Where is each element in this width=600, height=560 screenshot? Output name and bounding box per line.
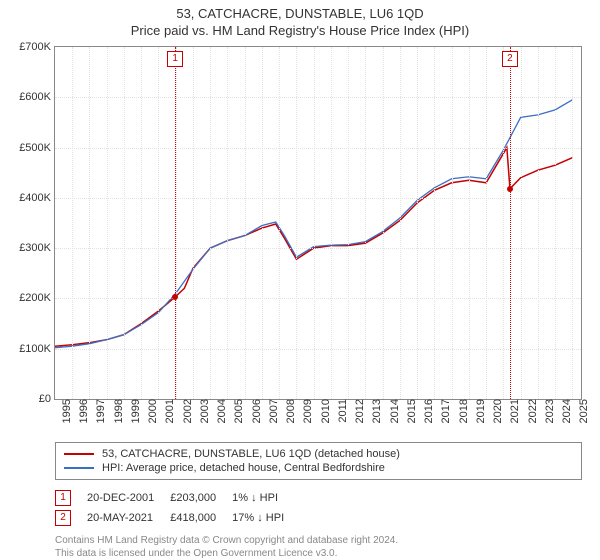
x-axis-label: 2004: [210, 399, 228, 423]
sale-marker-dot: [172, 294, 178, 300]
sales-table: 1 20-DEC-2001£203,0001% ↓ HPI 2 20-MAY-2021…: [55, 488, 300, 528]
x-axis-label: 2021: [503, 399, 521, 423]
x-axis-label: 1997: [89, 399, 107, 423]
sale-delta: 17% ↓ HPI: [232, 508, 300, 528]
x-axis-label: 2003: [193, 399, 211, 423]
legend-label: 53, CATCHACRE, DUNSTABLE, LU6 1QD (detac…: [102, 448, 400, 460]
plot-area: £0£100K£200K£300K£400K£500K£600K£700K199…: [54, 46, 582, 400]
x-axis-label: 2011: [331, 399, 349, 423]
x-axis-label: 2005: [227, 399, 245, 423]
chart-lines: [55, 47, 581, 399]
legend-swatch: [64, 467, 94, 469]
sale-marker-key: 1: [167, 51, 183, 67]
chart: £0£100K£200K£300K£400K£500K£600K£700K199…: [40, 46, 582, 400]
x-axis-label: 2020: [486, 399, 504, 423]
x-axis-label: 2009: [296, 399, 314, 423]
x-axis-label: 1996: [72, 399, 90, 423]
sale-key-icon: 2: [55, 510, 71, 526]
chart-title-address: 53, CATCHACRE, DUNSTABLE, LU6 1QD: [0, 6, 600, 21]
x-axis-label: 2001: [158, 399, 176, 423]
x-axis-label: 2019: [469, 399, 487, 423]
sale-marker-key: 2: [502, 51, 518, 67]
x-axis-label: 1999: [124, 399, 142, 423]
y-axis-label: £500K: [19, 142, 55, 154]
y-axis-label: £200K: [19, 292, 55, 304]
sale-date: 20-MAY-2021: [87, 508, 170, 528]
attribution-footer: Contains HM Land Registry data © Crown c…: [55, 534, 582, 560]
y-axis-label: £300K: [19, 242, 55, 254]
y-axis-label: £100K: [19, 343, 55, 355]
x-axis-label: 2013: [365, 399, 383, 423]
sale-price: £418,000: [170, 508, 232, 528]
footer-line-1: Contains HM Land Registry data © Crown c…: [55, 534, 582, 547]
x-axis-label: 2002: [176, 399, 194, 423]
x-axis-label: 1995: [55, 399, 73, 423]
x-axis-label: 2014: [383, 399, 401, 423]
y-axis-label: £400K: [19, 192, 55, 204]
x-axis-label: 2010: [314, 399, 332, 423]
x-axis-label: 2022: [521, 399, 539, 423]
legend-swatch: [64, 453, 94, 455]
x-axis-label: 2018: [452, 399, 470, 423]
sale-key-icon: 1: [55, 490, 71, 506]
x-axis-label: 2016: [417, 399, 435, 423]
x-axis-label: 2006: [245, 399, 263, 423]
footer-line-2: This data is licensed under the Open Gov…: [55, 547, 582, 560]
x-axis-label: 1998: [107, 399, 125, 423]
sale-price: £203,000: [170, 488, 232, 508]
sale-date: 20-DEC-2001: [87, 488, 170, 508]
sale-marker-dot: [507, 186, 513, 192]
x-axis-label: 2023: [538, 399, 556, 423]
x-axis-label: 2000: [141, 399, 159, 423]
legend-label: HPI: Average price, detached house, Cent…: [102, 462, 385, 474]
x-axis-label: 2012: [348, 399, 366, 423]
y-axis-label: £600K: [19, 91, 55, 103]
x-axis-label: 2015: [400, 399, 418, 423]
chart-subtitle: Price paid vs. HM Land Registry's House …: [0, 23, 600, 38]
legend: 53, CATCHACRE, DUNSTABLE, LU6 1QD (detac…: [55, 442, 582, 480]
table-row: 2 20-MAY-2021£418,00017% ↓ HPI: [55, 508, 300, 528]
y-axis-label: £0: [39, 393, 55, 405]
x-axis-label: 2007: [262, 399, 280, 423]
sale-delta: 1% ↓ HPI: [232, 488, 300, 508]
x-axis-label: 2024: [555, 399, 573, 423]
legend-item: 53, CATCHACRE, DUNSTABLE, LU6 1QD (detac…: [64, 447, 573, 461]
y-axis-label: £700K: [19, 41, 55, 53]
legend-item: HPI: Average price, detached house, Cent…: [64, 461, 573, 475]
x-axis-label: 2008: [279, 399, 297, 423]
x-axis-label: 2017: [434, 399, 452, 423]
table-row: 1 20-DEC-2001£203,0001% ↓ HPI: [55, 488, 300, 508]
x-axis-label: 2025: [572, 399, 590, 423]
